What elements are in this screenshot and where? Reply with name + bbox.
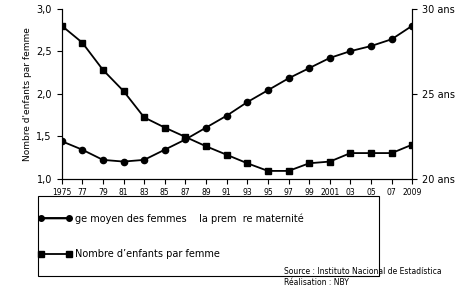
- ge moyen des femmes    la prem  re maternité: [162, 148, 168, 151]
- Nombre d’enfants par femme: [80, 41, 85, 44]
- ge moyen des femmes    la prem  re maternité: [306, 67, 312, 70]
- ge moyen des femmes    la prem  re maternité: [141, 158, 147, 162]
- ge moyen des femmes    la prem  re maternité: [203, 126, 209, 129]
- Nombre d’enfants par femme: [182, 135, 188, 139]
- Nombre d’enfants par femme: [389, 151, 394, 155]
- ge moyen des femmes    la prem  re maternité: [265, 88, 271, 92]
- ge moyen des femmes    la prem  re maternité: [389, 37, 394, 41]
- Text: Source : Instituto Nacional de Estadística
Réalisation : NBY: Source : Instituto Nacional de Estadísti…: [284, 267, 442, 287]
- ge moyen des femmes    la prem  re maternité: [245, 101, 250, 104]
- ge moyen des femmes    la prem  re maternité: [327, 56, 333, 60]
- Nombre d’enfants par femme: [203, 145, 209, 148]
- ge moyen des femmes    la prem  re maternité: [410, 24, 415, 27]
- Nombre d’enfants par femme: [286, 169, 292, 173]
- Nombre d’enfants par femme: [245, 162, 250, 165]
- Nombre d’enfants par femme: [59, 24, 64, 27]
- ge moyen des femmes    la prem  re maternité: [80, 148, 85, 151]
- Nombre d’enfants par femme: [224, 153, 229, 156]
- ge moyen des femmes    la prem  re maternité: [121, 160, 127, 163]
- Nombre d’enfants par femme: [327, 160, 333, 163]
- Line: Nombre d’enfants par femme: Nombre d’enfants par femme: [59, 23, 415, 174]
- FancyBboxPatch shape: [38, 196, 379, 276]
- Nombre d’enfants par femme: [265, 169, 271, 173]
- Line: ge moyen des femmes    la prem  re maternité: ge moyen des femmes la prem re maternité: [58, 22, 416, 165]
- Nombre d’enfants par femme: [347, 151, 353, 155]
- ge moyen des femmes    la prem  re maternité: [100, 158, 106, 162]
- Y-axis label: Nombre d'enfants par femme: Nombre d'enfants par femme: [23, 27, 32, 160]
- ge moyen des femmes    la prem  re maternité: [347, 50, 353, 53]
- Nombre d’enfants par femme: [306, 162, 312, 165]
- Text: ge moyen des femmes    la prem  re maternité: ge moyen des femmes la prem re maternité: [75, 213, 304, 224]
- Nombre d’enfants par femme: [368, 151, 374, 155]
- ge moyen des femmes    la prem  re maternité: [286, 77, 292, 80]
- ge moyen des femmes    la prem  re maternité: [224, 114, 229, 118]
- Text: Nombre d’enfants par femme: Nombre d’enfants par femme: [75, 249, 220, 259]
- Nombre d’enfants par femme: [100, 68, 106, 71]
- ge moyen des femmes    la prem  re maternité: [182, 138, 188, 141]
- Nombre d’enfants par femme: [410, 143, 415, 146]
- ge moyen des femmes    la prem  re maternité: [368, 44, 374, 48]
- ge moyen des femmes    la prem  re maternité: [59, 139, 64, 143]
- Nombre d’enfants par femme: [121, 89, 127, 93]
- Nombre d’enfants par femme: [141, 116, 147, 119]
- Nombre d’enfants par femme: [162, 126, 168, 129]
